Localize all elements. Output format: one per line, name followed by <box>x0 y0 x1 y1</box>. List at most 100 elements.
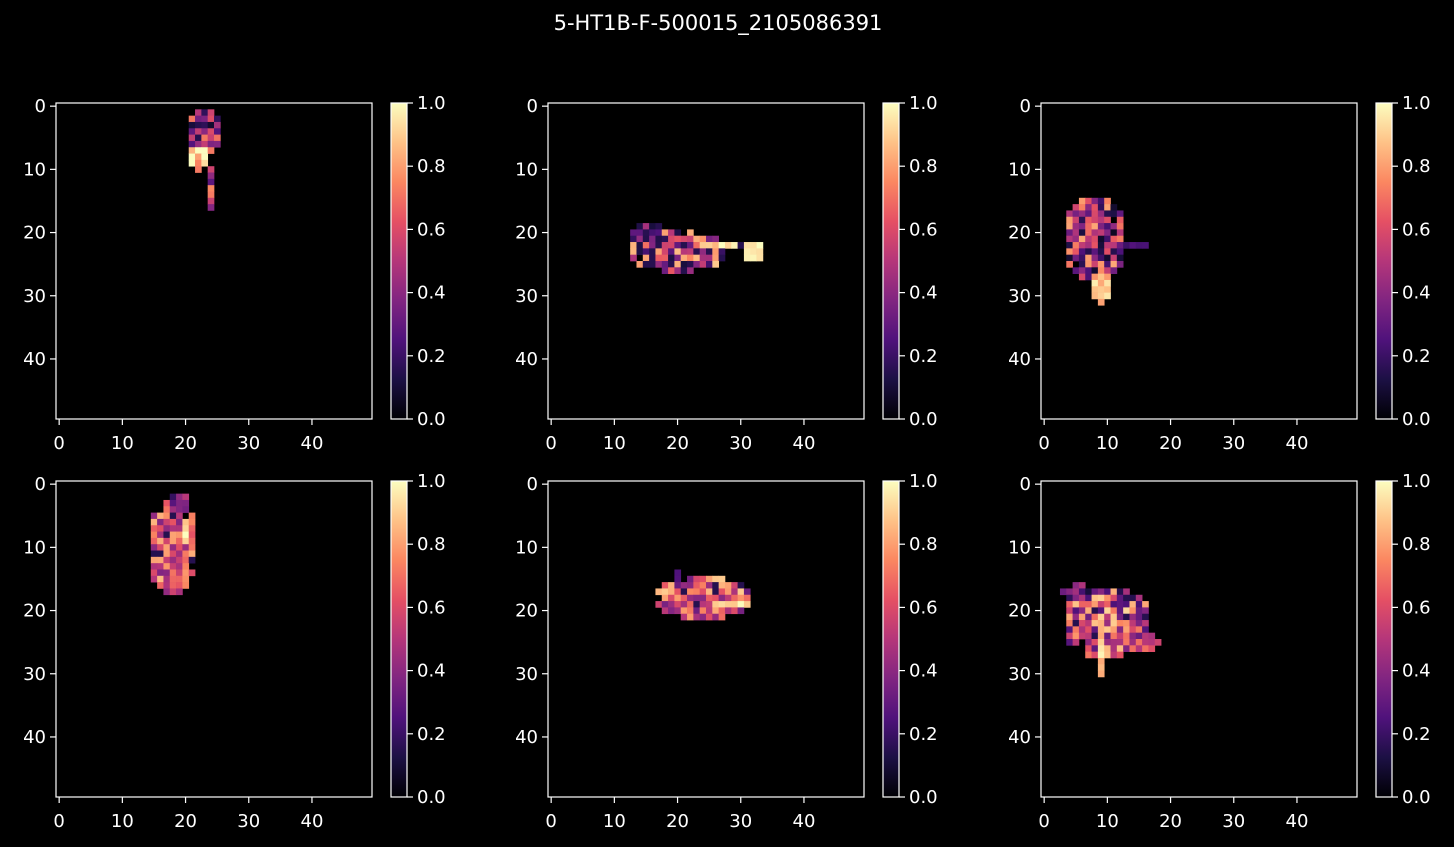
heatmap-cell <box>687 248 694 256</box>
heatmap-cell <box>1116 210 1124 218</box>
heatmap-cell <box>1078 582 1086 589</box>
heatmap-cell <box>182 531 190 539</box>
heatmap-cell <box>1091 620 1099 627</box>
x-tick-label: 30 <box>237 811 260 832</box>
heatmap-cell <box>655 588 663 596</box>
heatmap-cell <box>150 550 158 558</box>
colorbar-tick-label: 0.2 <box>1402 346 1431 367</box>
heatmap-cell <box>214 115 221 123</box>
y-tick-label: 10 <box>1008 159 1031 180</box>
heatmap-cell <box>718 248 726 256</box>
heatmap-cell <box>150 525 158 532</box>
heatmap-cell <box>1123 594 1130 602</box>
heatmap-plot-area <box>56 481 372 797</box>
heatmap-cell <box>737 594 745 602</box>
colorbar <box>1375 102 1393 420</box>
heatmap-cell <box>1091 273 1099 281</box>
x-tick-label: 0 <box>1038 433 1049 454</box>
axes-frame <box>1040 480 1358 798</box>
heatmap-cell <box>1110 261 1118 268</box>
heatmap-cell <box>169 582 177 589</box>
heatmap-cell <box>1104 223 1111 230</box>
heatmap-cell <box>1148 632 1156 640</box>
heatmap-cell <box>1078 601 1086 608</box>
heatmap-cell <box>1104 601 1111 608</box>
heatmap-cell <box>706 601 713 608</box>
heatmap-cell <box>1097 261 1105 268</box>
heatmap-cell <box>1116 632 1124 640</box>
heatmap-cell <box>1072 626 1080 634</box>
heatmap-cell <box>1066 639 1073 646</box>
heatmap-cell <box>1123 632 1130 640</box>
y-tick-label: 10 <box>23 159 46 180</box>
heatmap-cell <box>756 248 764 256</box>
heatmap-cell <box>1110 254 1118 262</box>
heatmap-cell <box>201 109 209 116</box>
axes-frame <box>55 102 373 420</box>
heatmap-cell <box>680 613 688 621</box>
heatmap-cell <box>1110 601 1118 608</box>
heatmap-cell <box>182 499 190 507</box>
heatmap-cell <box>182 582 190 589</box>
heatmap-cell <box>718 588 726 596</box>
heatmap-cells <box>1066 197 1149 306</box>
y-tick-label: 40 <box>23 349 46 370</box>
heatmap-cell <box>636 223 644 230</box>
heatmap-cell <box>169 544 177 551</box>
heatmap-cell <box>1135 613 1143 621</box>
heatmap-cell <box>699 261 707 268</box>
heatmap-cell <box>661 254 669 262</box>
heatmap-cell <box>1091 279 1099 287</box>
heatmap-cell <box>182 493 190 501</box>
heatmap-cell <box>176 575 183 583</box>
heatmap-cell <box>207 172 215 180</box>
y-tick-label: 30 <box>1008 286 1031 307</box>
heatmap-panel-row2-col2: 0 10 20 30 40 0 10 20 30 40 0.0 0.2 0.4 0.6 0.8 1.0 <box>515 471 938 832</box>
heatmap-cell <box>1072 223 1080 230</box>
heatmap-cell <box>1104 267 1111 274</box>
heatmap-cell <box>182 544 190 551</box>
heatmap-cell <box>649 254 656 262</box>
heatmap-cell <box>1085 620 1092 627</box>
x-tick-label: 20 <box>174 811 197 832</box>
heatmap-cell <box>195 121 202 129</box>
heatmap-cell <box>1091 242 1099 249</box>
heatmap-cell <box>182 506 190 513</box>
heatmap-cell <box>1085 601 1092 608</box>
y-tick-label: 30 <box>23 664 46 685</box>
x-tick-label: 40 <box>1286 811 1309 832</box>
heatmap-cell <box>188 115 196 123</box>
heatmap-cell <box>169 506 177 513</box>
heatmap-cell <box>1085 273 1092 281</box>
heatmap-cell <box>1116 223 1124 230</box>
heatmap-cell <box>195 115 202 123</box>
heatmap-cell <box>157 537 164 545</box>
heatmap-cell <box>207 140 215 148</box>
colorbar-tick-label: 0.2 <box>909 724 938 745</box>
colorbar-tick-label: 0.8 <box>909 156 938 177</box>
heatmap-cell <box>163 506 171 513</box>
colorbar-tick-label: 0.8 <box>909 534 938 555</box>
heatmap-cell <box>712 601 719 608</box>
heatmap-cell <box>1116 594 1124 602</box>
heatmap-cell <box>1091 645 1099 652</box>
heatmap-cell <box>1123 620 1130 627</box>
heatmap-cell <box>693 254 701 262</box>
heatmap-cell <box>1110 645 1118 652</box>
heatmap-cell <box>724 601 732 608</box>
heatmap-cell <box>1129 620 1137 627</box>
heatmap-cell <box>1091 254 1099 262</box>
heatmap-cell <box>163 499 171 507</box>
heatmap-cell <box>687 607 694 615</box>
heatmap-cell <box>1116 645 1124 652</box>
heatmap-cell <box>1072 620 1080 627</box>
heatmap-cell <box>636 242 644 249</box>
heatmap-cell <box>1135 632 1143 640</box>
heatmap-cell <box>737 242 745 249</box>
heatmap-cell <box>668 254 675 262</box>
heatmap-cell <box>201 134 209 142</box>
heatmap-cell <box>1078 261 1086 268</box>
heatmap-cell <box>687 588 694 596</box>
axes-frame <box>1040 102 1358 420</box>
heatmap-cell <box>169 531 177 539</box>
